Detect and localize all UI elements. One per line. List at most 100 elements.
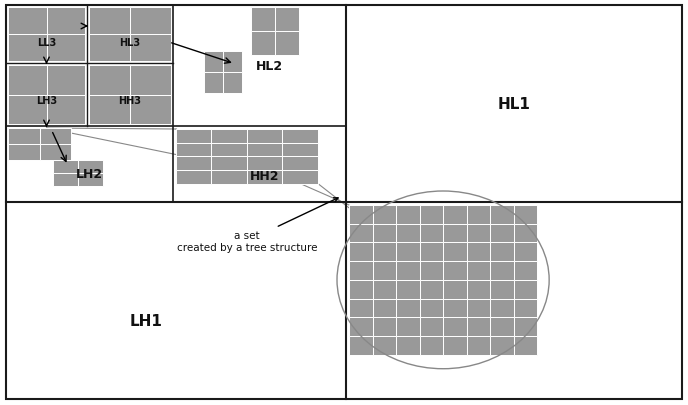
Bar [40, 129, 72, 145]
Bar [490, 262, 514, 280]
Bar [204, 52, 223, 73]
Bar [211, 157, 247, 171]
Bar [8, 8, 47, 35]
Bar [372, 262, 396, 280]
Bar [349, 336, 372, 355]
Bar [514, 224, 537, 243]
Bar [514, 280, 537, 299]
Text: HH2: HH2 [250, 170, 279, 183]
Text: LL3: LL3 [37, 38, 56, 48]
Bar [396, 299, 420, 318]
Bar [130, 8, 171, 35]
Bar [490, 205, 514, 224]
Bar [466, 243, 490, 262]
Bar [396, 262, 420, 280]
Bar [420, 262, 443, 280]
Bar [47, 35, 85, 62]
Text: LH3: LH3 [36, 96, 57, 106]
Bar [130, 35, 171, 62]
Bar [514, 243, 537, 262]
Text: HL2: HL2 [256, 60, 283, 73]
Bar [223, 52, 242, 73]
Bar [8, 95, 47, 125]
Bar [466, 280, 490, 299]
Text: HL3: HL3 [120, 38, 140, 48]
Bar [78, 174, 103, 187]
Bar [247, 157, 283, 171]
Bar [251, 32, 275, 56]
Bar [490, 336, 514, 355]
Bar [466, 262, 490, 280]
Bar [420, 336, 443, 355]
Bar [47, 95, 85, 125]
Bar [211, 130, 247, 143]
Bar [396, 318, 420, 336]
Bar [420, 243, 443, 262]
Text: HH3: HH3 [118, 96, 142, 106]
Bar [396, 224, 420, 243]
Bar [490, 318, 514, 336]
Bar [443, 243, 466, 262]
Bar [420, 299, 443, 318]
Bar [47, 66, 85, 95]
Bar [211, 143, 247, 157]
Bar [372, 280, 396, 299]
Text: a set
created by a tree structure: a set created by a tree structure [177, 198, 338, 252]
Bar [130, 66, 171, 95]
Bar [490, 280, 514, 299]
Bar [372, 205, 396, 224]
Text: LH2: LH2 [76, 168, 103, 181]
Bar [443, 280, 466, 299]
Bar [89, 35, 130, 62]
Bar [176, 143, 211, 157]
Bar [53, 174, 78, 187]
Text: LH1: LH1 [129, 313, 162, 328]
Bar [372, 318, 396, 336]
Bar [247, 171, 283, 184]
Bar [176, 130, 211, 143]
Bar [349, 318, 372, 336]
Bar [8, 129, 40, 145]
Bar [396, 205, 420, 224]
Bar [247, 143, 283, 157]
Bar [396, 243, 420, 262]
Bar [53, 161, 78, 174]
Bar [78, 161, 103, 174]
Bar [349, 243, 372, 262]
Bar [396, 336, 420, 355]
Bar [275, 32, 299, 56]
Bar [349, 205, 372, 224]
Bar [420, 205, 443, 224]
Bar [211, 171, 247, 184]
Bar [443, 336, 466, 355]
Bar [372, 336, 396, 355]
Bar [349, 280, 372, 299]
Bar [466, 205, 490, 224]
Bar [89, 95, 130, 125]
Bar [420, 318, 443, 336]
Bar [204, 73, 223, 94]
Bar [514, 205, 537, 224]
Bar [396, 280, 420, 299]
Bar [490, 224, 514, 243]
Bar [443, 224, 466, 243]
Bar [251, 8, 275, 32]
Bar [372, 299, 396, 318]
Bar [247, 130, 283, 143]
Bar [443, 318, 466, 336]
Bar [420, 224, 443, 243]
Bar [349, 299, 372, 318]
Bar [283, 157, 318, 171]
Bar [443, 205, 466, 224]
Bar [223, 73, 242, 94]
Text: HL1: HL1 [497, 97, 530, 112]
Bar [47, 8, 85, 35]
Bar [283, 143, 318, 157]
Bar [372, 224, 396, 243]
Bar [40, 145, 72, 160]
Bar [176, 171, 211, 184]
Bar [466, 224, 490, 243]
Bar [466, 318, 490, 336]
Bar [89, 8, 130, 35]
Bar [514, 299, 537, 318]
